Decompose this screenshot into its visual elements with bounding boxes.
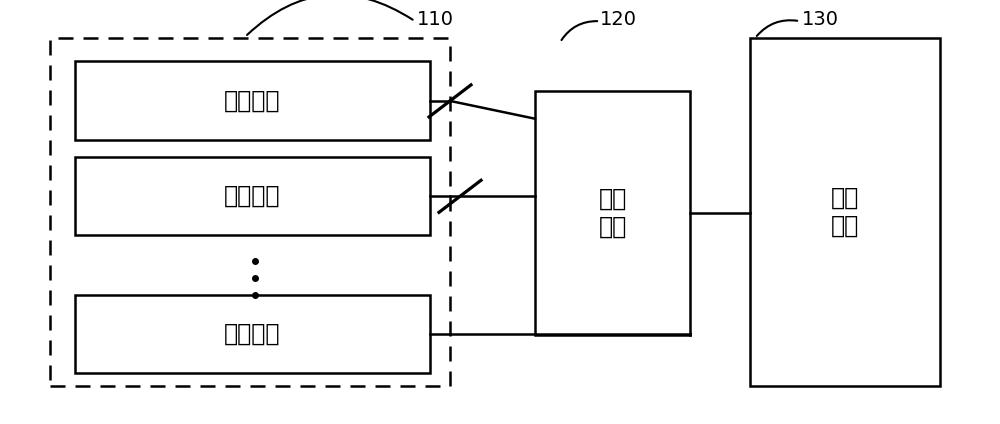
Text: 130: 130 — [802, 10, 838, 28]
Text: 开关
模块: 开关 模块 — [598, 187, 627, 239]
Text: 120: 120 — [600, 10, 637, 28]
Bar — [535, 91, 690, 335]
Text: 收发
模块: 收发 模块 — [831, 186, 859, 238]
Bar — [75, 157, 430, 235]
Text: 天线阵列: 天线阵列 — [224, 184, 281, 208]
Bar — [75, 295, 430, 373]
Text: 110: 110 — [416, 10, 454, 28]
Text: 天线阵列: 天线阵列 — [224, 89, 281, 113]
Bar — [750, 38, 940, 386]
Bar — [75, 61, 430, 140]
Bar — [50, 38, 450, 386]
Text: 天线阵列: 天线阵列 — [224, 322, 281, 346]
